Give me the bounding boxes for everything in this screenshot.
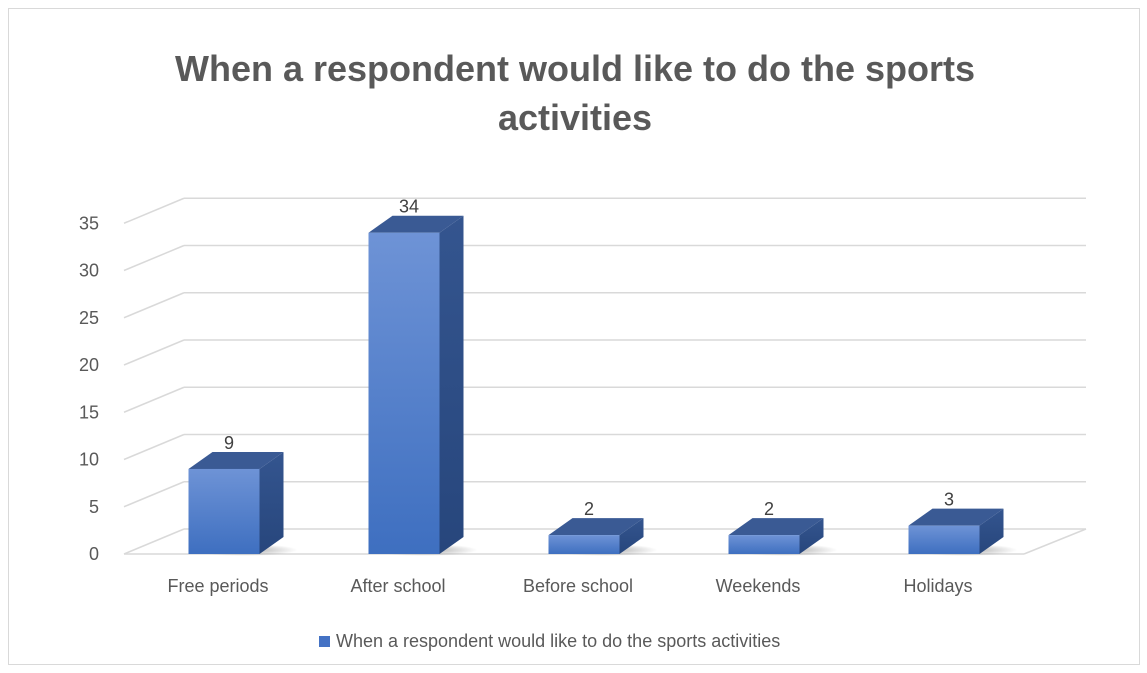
x-category-label: Weekends [716,576,801,596]
x-category-label: Before school [523,576,633,596]
y-tick-label: 5 [89,497,99,517]
gridline-side [123,339,185,366]
bar-side [619,518,644,554]
data-label: 2 [584,499,594,519]
gridline-side [123,481,185,508]
data-label: 2 [764,499,774,519]
bar-side [439,215,464,554]
bar-top [908,508,1004,526]
legend-label: When a respondent would like to do the s… [336,631,780,651]
bar [728,535,800,554]
bar-side [799,518,824,554]
bars [188,215,1018,556]
data-label: 34 [399,197,419,217]
legend-swatch [319,636,330,647]
y-tick-label: 0 [89,544,99,564]
data-label: 9 [224,433,234,453]
gridline-side [123,292,185,319]
bar-chart: When a respondent would like to do the s… [79,48,1087,651]
bar-top [728,518,824,536]
y-tick-label: 35 [79,213,99,233]
chart-frame: When a respondent would like to do the s… [8,8,1140,665]
legend: When a respondent would like to do the s… [319,631,780,651]
gridline-side [123,528,185,555]
chart-title: When a respondent would like to do the s… [175,48,975,138]
bar [368,232,440,554]
bar [908,525,980,554]
data-labels: 9 34 2 2 3 [224,197,954,519]
gridline-side [123,386,185,413]
y-tick-label: 20 [79,355,99,375]
x-category-label: After school [350,576,445,596]
y-axis-ticks: 0 5 10 15 20 25 30 35 [79,213,99,564]
bar-top [368,215,464,233]
x-category-label: Free periods [167,576,268,596]
gridline-side [123,197,185,224]
bar [548,535,620,554]
gridline-side [123,244,185,272]
bar [188,468,260,554]
bar-top [188,451,284,469]
y-tick-label: 25 [79,308,99,328]
y-tick-label: 15 [79,402,99,422]
bar-top [548,518,644,536]
floor-side-edge [1023,528,1087,555]
data-label: 3 [944,490,954,510]
bar-side [259,451,284,554]
y-tick-label: 10 [79,450,99,470]
x-category-label: Holidays [903,576,972,596]
y-tick-label: 30 [79,261,99,281]
chart-title-line-1: When a respondent would like to do the s… [175,48,975,89]
chart-title-line-2: activities [498,97,652,138]
bar-side [979,508,1004,554]
x-axis-categories: Free periods After school Before school Wee… [167,576,972,596]
gridline-side [123,433,185,461]
